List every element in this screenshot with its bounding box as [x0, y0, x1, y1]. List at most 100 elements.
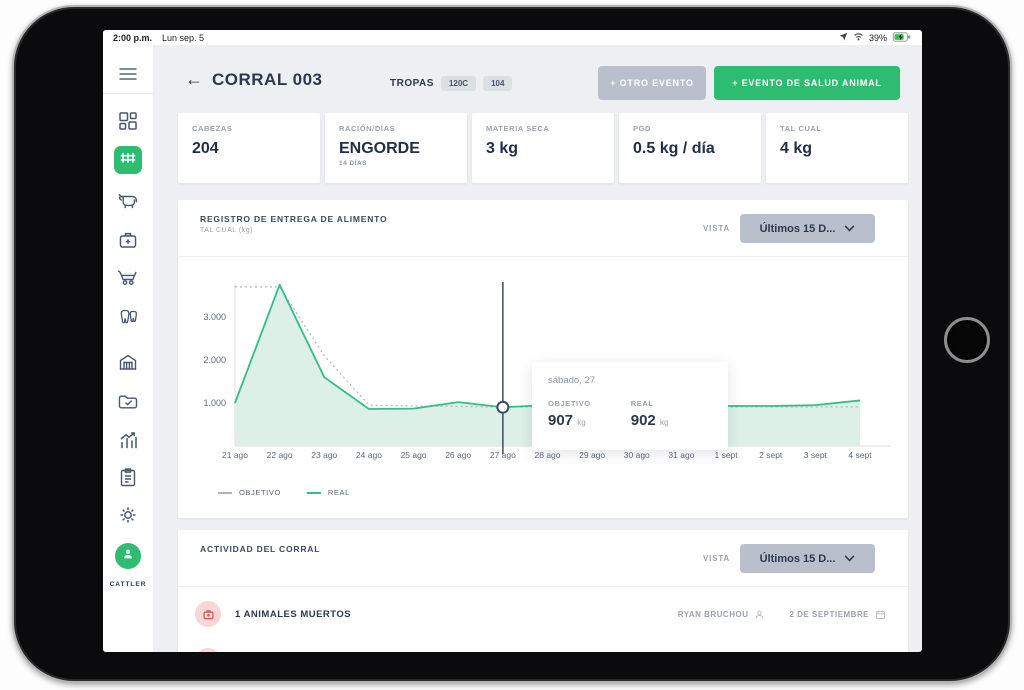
- legend-label: OBJETIVO: [239, 488, 281, 497]
- clipboard-icon[interactable]: [117, 466, 139, 488]
- battery-percent: 39%: [868, 32, 887, 43]
- activity-row-text: 1 ANIMALES MUERTOS: [235, 609, 352, 620]
- chevron-down-icon: [844, 555, 855, 562]
- chart-tooltip: sábado, 27 OBJETIVO 907 kg REAL 902 kg: [532, 362, 728, 450]
- tropa-badge-2[interactable]: 104: [483, 76, 513, 91]
- other-event-button[interactable]: + OTRO EVENTO: [598, 66, 706, 100]
- stat-sub: 14 DÍAS: [339, 160, 368, 167]
- cow-icon[interactable]: [117, 189, 139, 211]
- battery-charging-icon: [892, 31, 912, 44]
- stat-card-cabezas: CABEZAS 204: [178, 113, 320, 183]
- stat-cards: CABEZAS 204 RACIÓN/DÍAS ENGORDE 14 DÍAS …: [178, 113, 908, 183]
- panel-divider: [178, 586, 908, 587]
- health-event-button[interactable]: + EVENTO DE SALUD ANIMAL: [714, 66, 900, 100]
- vista-dropdown-value: Últimos 15 D...: [759, 222, 836, 235]
- wifi-icon: [853, 32, 864, 43]
- vista-label: VISTA: [703, 224, 730, 233]
- stat-card-pgd: PGD 0.5 kg / día: [619, 113, 761, 183]
- teeth-icon[interactable]: [117, 306, 139, 328]
- stat-label: RACIÓN/DÍAS: [339, 124, 396, 133]
- person-icon: [120, 546, 136, 567]
- stat-card-materia-seca: MATERIA SECA 3 kg: [472, 113, 614, 183]
- stat-value: 4 kg: [780, 140, 813, 157]
- real-swatch: [306, 491, 321, 494]
- activity-row[interactable]: 1 ANIMALES MUERTOS RYAN BRUCHOU 2 DE SEP…: [178, 586, 908, 638]
- vista-dropdown-value: Últimos 15 D...: [759, 552, 836, 565]
- chart-legend: OBJETIVO REAL: [218, 488, 350, 497]
- dashboard-icon[interactable]: [117, 110, 139, 132]
- feed-chart-panel: REGISTRO DE ENTREGA DE ALIMENTO TAL CUAL…: [178, 200, 908, 518]
- tropas-group: TROPAS 120C 104: [390, 76, 513, 91]
- svg-text:1 sept: 1 sept: [714, 450, 738, 460]
- stat-label: TAL CUAL: [780, 124, 822, 133]
- tooltip-objetivo-label: OBJETIVO: [548, 399, 591, 408]
- tooltip-real-label: REAL: [630, 399, 654, 408]
- svg-text:2.000: 2.000: [203, 355, 226, 365]
- svg-text:27 ago: 27 ago: [490, 450, 516, 460]
- svg-text:28 ago: 28 ago: [535, 450, 561, 460]
- stat-value: 204: [192, 140, 219, 157]
- panel-divider: [178, 256, 908, 257]
- tooltip-objetivo-value: 907 kg: [548, 412, 586, 429]
- svg-text:30 ago: 30 ago: [624, 450, 650, 460]
- home-button[interactable]: [944, 317, 990, 363]
- main-content: ← CORRAL 003 TROPAS 120C 104 + OTRO EVEN…: [153, 45, 922, 652]
- barn-icon[interactable]: [117, 351, 139, 373]
- legend-real: REAL: [306, 488, 350, 497]
- feed-panel-title: REGISTRO DE ENTREGA DE ALIMENTO: [200, 214, 388, 224]
- legend-label: REAL: [327, 488, 350, 497]
- menu-icon[interactable]: [117, 63, 139, 85]
- objetivo-swatch: [218, 491, 232, 494]
- person-icon: [756, 610, 764, 619]
- stat-label: CABEZAS: [192, 124, 233, 133]
- sidebar-item-corrales-active[interactable]: [114, 146, 142, 174]
- svg-text:26 ago: 26 ago: [445, 450, 471, 460]
- svg-text:23 ago: 23 ago: [311, 450, 337, 460]
- settings-gear-icon[interactable]: [117, 504, 139, 526]
- legend-objetivo: OBJETIVO: [218, 488, 281, 497]
- stats-icon[interactable]: [117, 429, 139, 451]
- svg-text:22 ago: 22 ago: [267, 450, 293, 460]
- stat-value: 0.5 kg / día: [633, 140, 715, 157]
- back-button[interactable]: ←: [185, 69, 203, 89]
- stat-value: ENGORDE: [339, 140, 420, 157]
- navigation-arrow-icon: [839, 32, 848, 43]
- stat-label: MATERIA SECA: [486, 124, 550, 133]
- tropa-badge-1[interactable]: 120C: [440, 76, 477, 91]
- stat-card-tal-cual: TAL CUAL 4 kg: [766, 113, 908, 183]
- vista-label: VISTA: [703, 554, 730, 563]
- stat-card-racion: RACIÓN/DÍAS ENGORDE 14 DÍAS: [325, 113, 467, 183]
- activity-panel: ACTIVIDAD DEL CORRAL VISTA Últimos 15 D.…: [178, 530, 908, 652]
- activity-vista-dropdown[interactable]: Últimos 15 D...: [740, 544, 875, 573]
- page-title: CORRAL 003: [212, 69, 323, 89]
- svg-text:3.000: 3.000: [203, 312, 226, 322]
- stat-value: 3 kg: [486, 140, 519, 157]
- corral-icon: [118, 148, 138, 173]
- activity-date: 2 DE SEPTIEMBRE: [789, 609, 886, 620]
- clock: 2:00 p.m.: [113, 32, 153, 43]
- screen: 2:00 p.m. Lun sep. 5 39%: [103, 30, 922, 652]
- svg-text:31 ago: 31 ago: [668, 450, 694, 460]
- activity-row-partial: [195, 648, 221, 652]
- calendar-icon: [876, 610, 885, 619]
- vista-dropdown[interactable]: Últimos 15 D...: [740, 214, 875, 243]
- svg-text:21 ago: 21 ago: [222, 450, 248, 460]
- medkit-icon[interactable]: [117, 229, 139, 251]
- activity-user: RYAN BRUCHOU: [678, 609, 766, 620]
- tooltip-date: sábado, 27: [548, 375, 596, 386]
- user-avatar[interactable]: [115, 543, 141, 569]
- brand-logo: CATTLER: [109, 581, 147, 588]
- svg-text:24 ago: 24 ago: [356, 450, 382, 460]
- svg-text:1.000: 1.000: [203, 398, 226, 408]
- folder-check-icon[interactable]: [117, 391, 139, 413]
- feed-wagon-icon[interactable]: [117, 266, 139, 288]
- activity-panel-title: ACTIVIDAD DEL CORRAL: [200, 544, 321, 554]
- status-bar: 2:00 p.m. Lun sep. 5 39%: [103, 30, 922, 45]
- svg-text:29 ago: 29 ago: [579, 450, 605, 460]
- svg-text:4 sept: 4 sept: [848, 450, 872, 460]
- svg-text:3 sept: 3 sept: [804, 450, 828, 460]
- chevron-down-icon: [844, 225, 855, 232]
- death-event-icon: [195, 601, 221, 627]
- feed-panel-subtitle: TAL CUAL (kg): [200, 227, 253, 234]
- tooltip-real-value: 902 kg: [630, 412, 669, 429]
